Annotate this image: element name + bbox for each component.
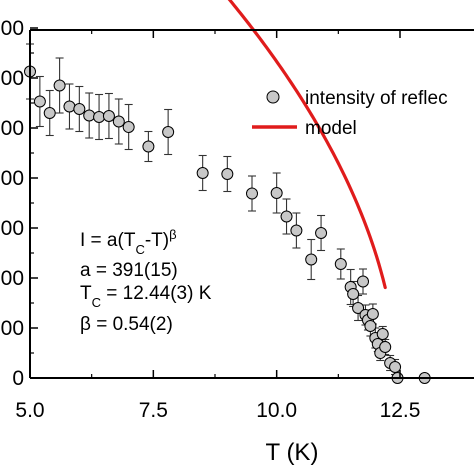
plot-area bbox=[24, 0, 431, 384]
annotation-part: -T) bbox=[145, 230, 169, 251]
legend-label-model: model bbox=[305, 118, 357, 139]
data-point bbox=[366, 308, 379, 320]
x-tick-label: 5.0 bbox=[15, 399, 44, 422]
data-point bbox=[246, 187, 258, 200]
legend-marker-points bbox=[266, 90, 280, 104]
data-point bbox=[142, 140, 155, 153]
annotation-part: C bbox=[135, 242, 144, 257]
annotation-part: C bbox=[92, 295, 101, 310]
data-point bbox=[270, 187, 283, 199]
data-point bbox=[196, 167, 209, 179]
data-point bbox=[43, 107, 56, 119]
annotation-part: β bbox=[169, 227, 176, 242]
data-point bbox=[352, 302, 365, 314]
legend-label-points: intensity of reflec bbox=[305, 88, 448, 109]
data-point bbox=[315, 227, 328, 239]
y-tick-label: 00 bbox=[1, 17, 24, 40]
data-point bbox=[389, 361, 402, 373]
data-point bbox=[83, 109, 96, 122]
data-point bbox=[162, 126, 175, 138]
annotation-part: T bbox=[80, 283, 92, 304]
data-point bbox=[33, 95, 46, 108]
x-tick-label: 10.0 bbox=[256, 399, 297, 422]
y-tick-label: 00 bbox=[1, 67, 24, 90]
data-point bbox=[290, 224, 303, 237]
annotation-part: β = 0.54(2) bbox=[80, 314, 173, 335]
data-point bbox=[73, 103, 86, 115]
data-point bbox=[364, 320, 377, 332]
data-point bbox=[347, 288, 360, 300]
x-tick-label: 7.5 bbox=[139, 399, 168, 422]
data-point bbox=[221, 168, 234, 180]
data-point bbox=[63, 100, 76, 113]
legend: intensity of reflec model bbox=[252, 88, 448, 139]
x-tick-label: 12.5 bbox=[380, 399, 421, 422]
data-point bbox=[379, 341, 392, 353]
x-axis-title: T (K) bbox=[266, 439, 319, 466]
data-point bbox=[280, 210, 293, 223]
annotation-part: I = a(T bbox=[80, 230, 136, 251]
annotation-part: = 12.44(3) K bbox=[101, 283, 212, 304]
annotations: I = a(TC-T)βa = 391(15)TC = 12.44(3) Kβ … bbox=[80, 227, 212, 336]
y-tick-label: 0 bbox=[12, 367, 24, 390]
annotation-tc_value: TC = 12.44(3) K bbox=[80, 283, 212, 310]
data-point bbox=[93, 111, 106, 123]
annotation-part: a = 391(15) bbox=[80, 260, 178, 281]
annotation-formula: I = a(TC-T)β bbox=[80, 227, 177, 257]
data-point bbox=[305, 253, 318, 266]
data-point bbox=[376, 328, 389, 340]
data-point bbox=[334, 258, 347, 270]
y-tick-label: 00 bbox=[1, 167, 24, 190]
annotation-a_value: a = 391(15) bbox=[80, 260, 178, 281]
data-point bbox=[53, 79, 66, 92]
y-tick-label: 00 bbox=[1, 317, 24, 340]
annotation-beta_value: β = 0.54(2) bbox=[80, 314, 173, 335]
data-point bbox=[112, 115, 125, 128]
y-tick-label: 00 bbox=[1, 267, 24, 290]
y-tick-label: 00 bbox=[1, 117, 24, 140]
model-line bbox=[227, 0, 387, 290]
data-point bbox=[122, 121, 135, 133]
data-point bbox=[102, 110, 115, 122]
data-point bbox=[357, 275, 369, 288]
y-tick-label: 00 bbox=[1, 217, 24, 240]
